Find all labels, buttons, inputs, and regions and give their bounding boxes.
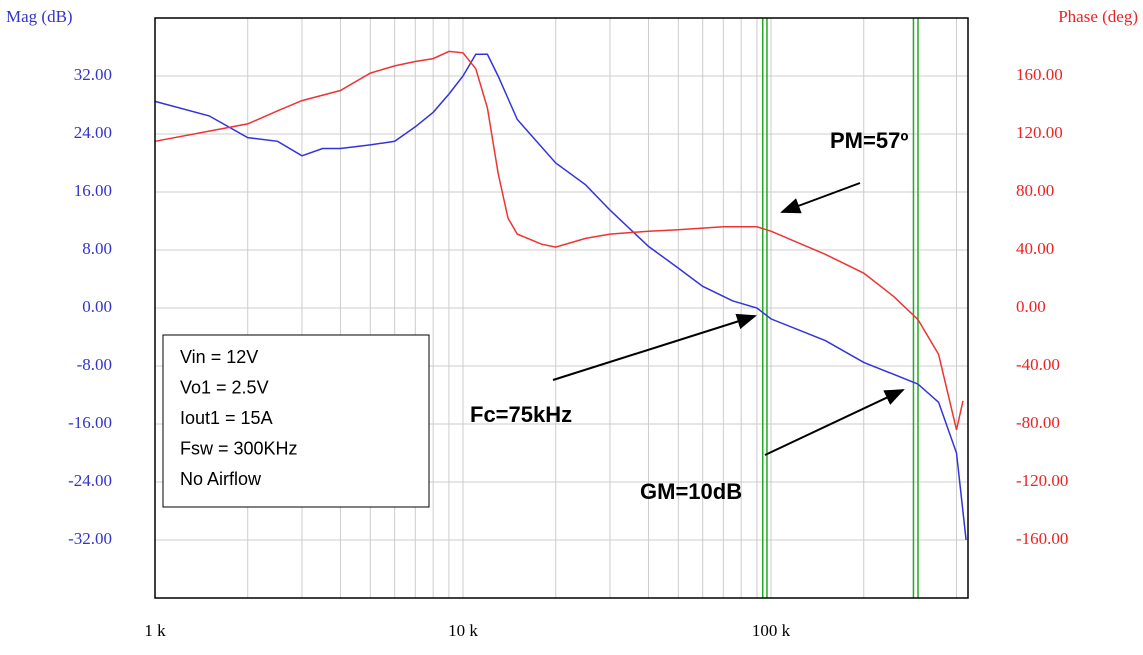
- arrow: [780, 182, 861, 214]
- y-tick-label: -8.00: [77, 355, 112, 374]
- condition-text: Vo1 = 2.5V: [180, 377, 269, 397]
- y2-tick-label: 160.00: [1016, 65, 1063, 84]
- y2-axis-label: Phase (deg): [1058, 7, 1138, 26]
- y2-tick-label: 120.00: [1016, 123, 1063, 142]
- y2-tick-label: 80.00: [1016, 181, 1054, 200]
- y-tick-label: 24.00: [74, 123, 112, 142]
- plot: [154, 18, 967, 598]
- y-tick-label: 16.00: [74, 181, 112, 200]
- x-tick-label: 10 k: [448, 621, 478, 640]
- y2-tick-label: -80.00: [1016, 413, 1060, 432]
- x-tick-label: 1 k: [144, 621, 166, 640]
- y2-tick-label: -40.00: [1016, 355, 1060, 374]
- y-tick-label: -32.00: [68, 529, 112, 548]
- condition-text: Fsw = 300KHz: [180, 438, 298, 458]
- x-tick-label: 100 k: [752, 621, 791, 640]
- y-tick-label: 0.00: [82, 297, 112, 316]
- grid: [154, 18, 968, 598]
- condition-box: [162, 334, 430, 508]
- annotation: Fc=75kHz: [470, 402, 572, 427]
- y-axis-label: Mag (dB): [6, 7, 73, 26]
- condition-text: Iout1 = 15A: [180, 408, 273, 428]
- conditions: Vin = 12V Vo1 = 2.5V Iout1 = 15A Fsw = 300K…: [180, 347, 298, 489]
- y2-tick-label: 0.00: [1016, 297, 1046, 316]
- y2-tick-label: -160.00: [1016, 529, 1068, 548]
- condition-text: No Airflow: [180, 469, 262, 489]
- y-tick-label: 8.00: [82, 239, 112, 258]
- y-tick-label: -16.00: [68, 413, 112, 432]
- series-line: [154, 53, 967, 541]
- series-line: [154, 50, 964, 430]
- arrow: [552, 313, 757, 381]
- y-tick-label: -24.00: [68, 471, 112, 490]
- y-tick-label: 32.00: [74, 65, 112, 84]
- annotation: PM=57º: [830, 128, 908, 153]
- y2-tick-label: 40.00: [1016, 239, 1054, 258]
- y2-tick-label: -120.00: [1016, 471, 1068, 490]
- annotation: GM=10dB: [640, 479, 742, 504]
- condition-text: Vin = 12V: [180, 347, 258, 367]
- arrow: [764, 389, 905, 456]
- plot-border: [154, 17, 969, 599]
